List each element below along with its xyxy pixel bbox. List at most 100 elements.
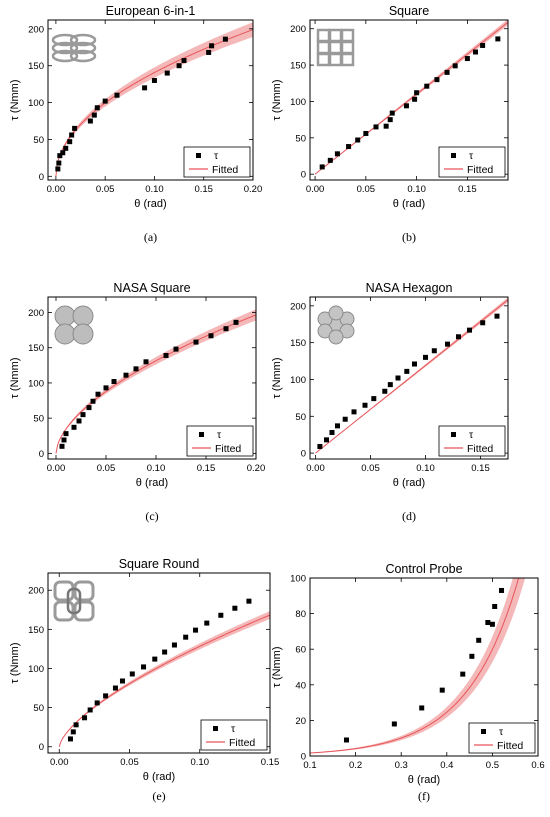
data-point <box>383 123 389 129</box>
legend-marker-label: τ <box>217 429 222 441</box>
data-point <box>111 379 117 385</box>
legend: τ Fitted <box>200 719 268 751</box>
y-tick-label: 100 <box>290 574 306 585</box>
fit-confidence-band <box>310 578 526 754</box>
y-axis-label: τ (Nmm) <box>271 358 283 399</box>
y-tick-label: 100 <box>28 378 44 389</box>
data-point <box>133 366 139 372</box>
data-point <box>469 653 475 659</box>
nasa-square-thumbnail <box>54 305 94 345</box>
legend-marker-label: τ <box>499 726 504 738</box>
data-point <box>319 164 325 170</box>
data-point <box>476 637 482 643</box>
data-point <box>56 160 62 166</box>
chart-panel-f: 0.1 0.2 0.3 0.4 0.5 0.6 0 20 40 60 80 100 Control Pr… <box>271 562 545 803</box>
data-point <box>492 603 498 609</box>
x-tick-label: 0.10 <box>145 184 164 195</box>
chart-title: European 6-in-1 <box>106 4 196 18</box>
data-point <box>329 429 335 435</box>
y-tick-label: 50 <box>295 133 306 144</box>
ring-shape <box>51 49 79 63</box>
data-point <box>246 598 252 604</box>
x-tick-label: 0.3 <box>395 760 408 771</box>
x-tick-label: 0.05 <box>361 463 380 474</box>
x-axis-label: θ (rad) <box>143 771 175 783</box>
data-point <box>176 63 182 69</box>
data-point <box>419 705 425 711</box>
data-point <box>324 437 329 443</box>
y-tick-label: 80 <box>295 609 306 620</box>
data-point <box>102 98 108 104</box>
round-link-shape <box>53 580 75 602</box>
y-tick-label: 0 <box>39 742 44 753</box>
hex-tile-shape <box>328 329 344 345</box>
x-axis-label: θ (rad) <box>136 477 168 489</box>
round-link-shape <box>53 600 75 622</box>
data-point <box>444 69 450 75</box>
legend-line-label: Fitted <box>212 164 238 176</box>
data-point <box>91 112 97 118</box>
data-point <box>183 634 189 640</box>
x-tick-label: 0.15 <box>261 757 280 768</box>
legend: τ Fitted <box>438 425 506 457</box>
data-point <box>63 145 69 151</box>
data-point <box>327 157 333 163</box>
data-point <box>222 36 228 42</box>
y-tick-label: 20 <box>295 716 306 727</box>
x-tick-label: 0.15 <box>458 184 477 195</box>
x-tick-label: 0.15 <box>194 184 213 195</box>
data-point <box>414 90 420 96</box>
data-point <box>70 729 76 735</box>
x-tick-label: 0.2 <box>349 760 362 771</box>
data-point <box>495 36 501 42</box>
data-point <box>456 334 461 340</box>
data-point <box>317 443 323 449</box>
x-tick-label: 0.20 <box>244 184 263 195</box>
y-axis-label: τ (Nmm) <box>271 80 283 121</box>
data-point <box>489 621 495 627</box>
ring-shape <box>69 41 97 55</box>
y-tick-label: 0 <box>39 449 44 460</box>
data-point <box>395 375 401 381</box>
hex-tile-shape <box>328 305 344 321</box>
legend-marker-swatch <box>451 153 456 158</box>
legend: τ Fitted <box>183 146 251 178</box>
x-tick-label: 0.05 <box>357 184 376 195</box>
x-tick-label: 0.00 <box>306 463 325 474</box>
data-point <box>142 85 148 91</box>
legend: τ Fitted <box>438 146 506 178</box>
plot-frame <box>47 296 257 460</box>
data-point <box>103 693 109 699</box>
legend-line-label: Fitted <box>497 740 523 752</box>
data-point <box>164 70 170 76</box>
chart-title: Square <box>389 4 429 18</box>
y-axis-label: τ (Nmm) <box>9 80 21 121</box>
data-point <box>387 117 393 123</box>
data-point <box>94 105 100 111</box>
y-tick-label: 50 <box>33 135 44 146</box>
chart-panel-c: 0.00 0.05 0.10 0.15 0.20 0 50 100 150 200 NASA Squ… <box>9 281 265 523</box>
x-tick-label: 0.00 <box>47 463 66 474</box>
data-point <box>371 396 377 402</box>
x-tick-label: 0.5 <box>486 760 499 771</box>
legend-line-label: Fitted <box>467 443 493 455</box>
square-round-thumbnail <box>53 580 95 622</box>
ring-shape <box>51 41 79 55</box>
data-point <box>499 587 505 593</box>
legend-marker-label: τ <box>469 429 474 441</box>
data-point <box>473 49 479 55</box>
y-tick-label: 0 <box>301 449 306 460</box>
chart-panel-a: 0.00 0.05 0.10 0.15 0.20 0 50 100 150 200 European… <box>9 4 262 244</box>
y-tick-label: 200 <box>28 308 44 319</box>
x-tick-label: 0.05 <box>96 184 115 195</box>
data-point <box>114 92 120 98</box>
x-tick-label: 0.10 <box>190 757 209 768</box>
data-point <box>94 700 100 706</box>
data-point <box>181 58 187 64</box>
data-point <box>171 642 177 648</box>
legend-marker-swatch <box>451 432 456 437</box>
legend-box <box>186 425 254 457</box>
data-point <box>452 63 458 69</box>
data-point <box>129 671 135 677</box>
data-point <box>72 125 78 131</box>
